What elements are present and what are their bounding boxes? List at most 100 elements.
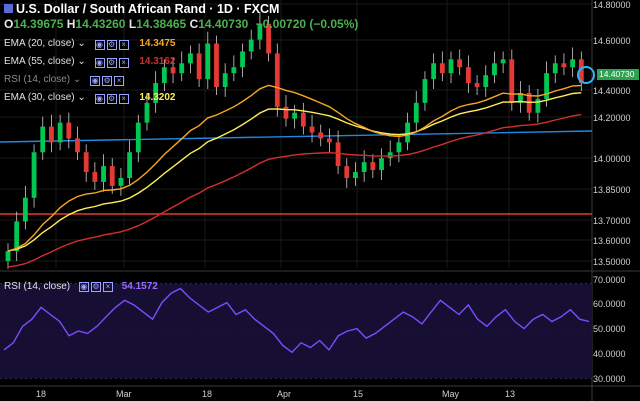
close-icon[interactable]: × xyxy=(102,282,113,292)
price-tick: 14.20000 xyxy=(593,113,631,123)
candle-body xyxy=(196,53,202,80)
rsi-tick: 70.0000 xyxy=(593,275,626,285)
price-tick: 13.60000 xyxy=(593,236,631,246)
candle-body xyxy=(465,67,471,84)
candle-body xyxy=(327,138,332,143)
candle-body xyxy=(240,51,245,68)
eye-icon[interactable]: ◉ xyxy=(94,94,105,104)
close-icon[interactable]: × xyxy=(118,58,129,68)
candle-body xyxy=(170,67,176,74)
eye-icon[interactable]: ◉ xyxy=(90,76,101,86)
open-key: O xyxy=(4,17,14,31)
candle-body xyxy=(161,67,167,84)
symbol-title-text: U.S. Dollar / South African Rand · 1D · … xyxy=(16,2,280,16)
indicator-value: 14.3475 xyxy=(139,38,176,49)
candle-body xyxy=(509,59,515,103)
candle-body xyxy=(31,152,37,198)
low-value: 14.38465 xyxy=(136,17,187,31)
gear-icon[interactable]: ⚙ xyxy=(102,76,113,86)
candle-body xyxy=(335,142,341,167)
candle-body xyxy=(370,162,376,171)
gear-icon[interactable]: ⚙ xyxy=(106,94,117,104)
candle-body xyxy=(283,106,289,119)
indicator-value: 14.3202 xyxy=(139,92,176,103)
candle-body xyxy=(266,23,271,54)
price-tick: 14.40000 xyxy=(593,86,631,96)
symbol-title[interactable]: U.S. Dollar / South African Rand · 1D · … xyxy=(4,2,279,16)
eye-icon[interactable]: ◉ xyxy=(94,58,105,68)
chevron-down-icon[interactable]: ⌄ xyxy=(77,56,86,67)
candle-body xyxy=(14,221,20,252)
price-tick: 13.70000 xyxy=(593,216,631,226)
indicator-ema55[interactable]: EMA (55, close) ⌄ ◉ ⚙ × 14.3162 xyxy=(4,55,175,69)
chevron-down-icon[interactable]: ⌄ xyxy=(77,38,86,49)
candle-body xyxy=(448,59,454,74)
indicator-rsi-overlay[interactable]: RSI (14, close) ⌄ ◉ ⚙ × xyxy=(4,73,126,87)
close-value: 14.40730 xyxy=(198,17,249,31)
ema20-line xyxy=(7,84,582,252)
candle-body xyxy=(483,75,489,88)
candle-body xyxy=(570,59,576,68)
candle-body xyxy=(118,177,124,186)
ema55-line xyxy=(7,113,582,268)
candle-body xyxy=(344,166,350,178)
indicator-ema30[interactable]: EMA (30, close) ⌄ ◉ ⚙ × 14.3202 xyxy=(4,91,175,105)
candle-body xyxy=(214,43,219,88)
eye-icon[interactable]: ◉ xyxy=(94,40,105,50)
indicator-label: EMA (20, close) xyxy=(4,38,75,49)
gear-icon[interactable]: ⚙ xyxy=(90,282,101,292)
close-icon[interactable]: × xyxy=(118,94,129,104)
candle-body xyxy=(405,122,410,143)
rsi-label-text: RSI (14, close) xyxy=(4,281,71,292)
rsi-tick: 30.0000 xyxy=(593,374,626,384)
rsi-band xyxy=(0,283,592,379)
price-tick: 13.50000 xyxy=(593,257,631,267)
price-tick: 14.60000 xyxy=(593,36,631,46)
candle-body xyxy=(188,53,193,64)
candle-body xyxy=(361,162,367,173)
candle-body xyxy=(231,67,237,74)
candle-body xyxy=(309,126,315,133)
open-value: 14.39675 xyxy=(13,17,64,31)
candle-body xyxy=(66,122,72,139)
candle-body xyxy=(22,197,28,222)
rsi-pane-label[interactable]: RSI (14, close) ◉ ⚙ × 54.1572 xyxy=(4,281,158,292)
candle-body xyxy=(396,142,402,153)
candle-body xyxy=(431,63,437,80)
candle-body xyxy=(292,112,298,119)
candle-body xyxy=(300,112,306,127)
candle-body xyxy=(222,73,228,88)
candle-body xyxy=(257,23,263,40)
rsi-tick: 60.0000 xyxy=(593,299,626,309)
ema30-line xyxy=(7,92,582,252)
gear-icon[interactable]: ⚙ xyxy=(106,58,117,68)
candle-body xyxy=(153,83,159,103)
candle-body xyxy=(353,172,358,178)
candle-body xyxy=(101,166,106,182)
chevron-down-icon[interactable]: ⌄ xyxy=(77,92,86,103)
candle-body xyxy=(413,102,419,123)
gear-icon[interactable]: ⚙ xyxy=(106,40,117,50)
price-tick: 14.00000 xyxy=(593,154,631,164)
candle-body xyxy=(422,79,428,103)
candle-body xyxy=(561,63,567,68)
close-icon[interactable]: × xyxy=(114,76,125,86)
indicator-label: EMA (30, close) xyxy=(4,92,75,103)
candle-body xyxy=(5,251,11,261)
time-tick: 18 xyxy=(202,389,213,399)
candle-body xyxy=(144,102,150,123)
close-icon[interactable]: × xyxy=(118,40,129,50)
indicator-ema20[interactable]: EMA (20, close) ⌄ ◉ ⚙ × 14.3475 xyxy=(4,37,175,51)
indicator-value: 14.3162 xyxy=(139,56,176,67)
candle-body xyxy=(492,63,497,76)
candle-body xyxy=(535,98,541,113)
rsi-line xyxy=(3,287,590,354)
candle-body xyxy=(474,83,480,88)
eye-icon[interactable]: ◉ xyxy=(78,282,89,292)
chevron-down-icon[interactable]: ⌄ xyxy=(72,74,82,85)
close-key: C xyxy=(189,17,199,31)
price-tick: 14.80000 xyxy=(593,0,631,10)
rsi-tick: 40.0000 xyxy=(593,349,626,359)
candle-body xyxy=(109,166,115,186)
